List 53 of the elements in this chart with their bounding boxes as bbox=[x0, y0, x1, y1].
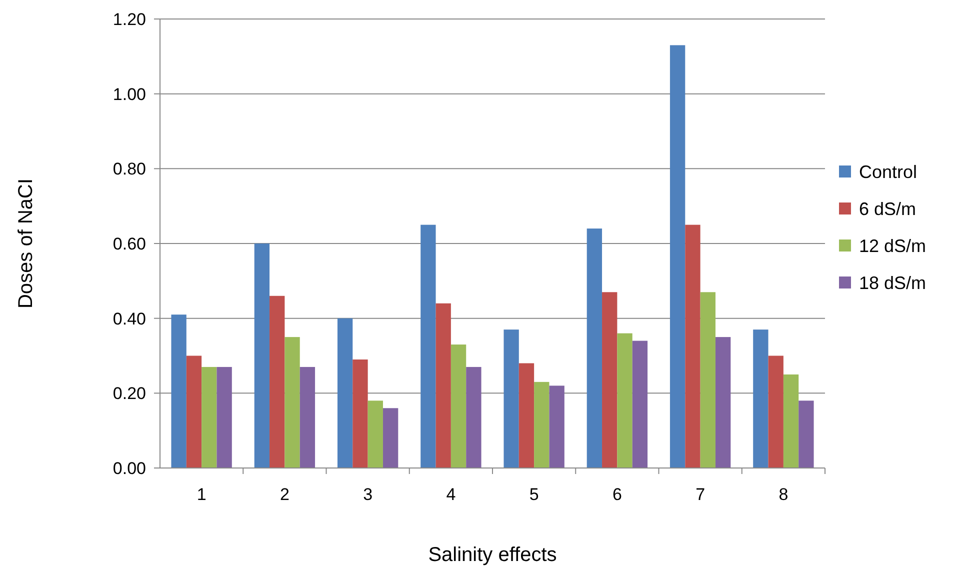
x-tick-label: 2 bbox=[280, 485, 290, 504]
x-tick-label: 6 bbox=[612, 485, 622, 504]
x-axis-title: Salinity effects bbox=[428, 544, 557, 566]
legend-label: 18 dS/m bbox=[859, 272, 926, 293]
bar bbox=[798, 400, 814, 468]
bar bbox=[436, 303, 451, 468]
bar bbox=[300, 366, 316, 468]
bar bbox=[450, 344, 466, 468]
bar bbox=[715, 337, 731, 468]
bar bbox=[504, 330, 519, 468]
y-tick-label: 0.40 bbox=[112, 309, 146, 328]
bar bbox=[216, 366, 232, 468]
bar bbox=[700, 292, 716, 468]
x-tick-label: 3 bbox=[363, 485, 373, 504]
bar bbox=[670, 45, 686, 468]
y-tick-label: 0.00 bbox=[112, 458, 146, 478]
bar bbox=[783, 374, 799, 468]
x-tick-label: 5 bbox=[529, 485, 539, 504]
y-tick-label: 0.60 bbox=[112, 234, 146, 254]
bar bbox=[518, 363, 534, 468]
x-tick-label: 1 bbox=[196, 485, 206, 504]
bar bbox=[352, 359, 368, 468]
bar bbox=[382, 408, 398, 468]
bar bbox=[602, 292, 618, 468]
bar bbox=[368, 400, 383, 468]
y-tick-label: 0.20 bbox=[112, 384, 146, 404]
bar bbox=[586, 228, 602, 468]
bar bbox=[753, 330, 768, 468]
bar bbox=[337, 318, 353, 468]
legend-label: 6 dS/m bbox=[859, 198, 916, 219]
bar bbox=[254, 244, 270, 468]
bar bbox=[270, 296, 285, 468]
x-tick-label: 7 bbox=[696, 485, 706, 504]
y-tick-label: 1.00 bbox=[112, 84, 146, 104]
bar bbox=[466, 366, 482, 468]
bar bbox=[186, 356, 202, 468]
bar bbox=[632, 340, 648, 468]
bar bbox=[685, 224, 700, 468]
y-tick-label: 0.80 bbox=[112, 160, 146, 179]
legend-label: Control bbox=[859, 162, 918, 182]
y-tick-label: 1.20 bbox=[112, 10, 146, 29]
bar bbox=[549, 386, 564, 468]
bar bbox=[420, 224, 436, 468]
bar bbox=[617, 333, 632, 468]
bar bbox=[284, 337, 300, 468]
y-axis-title: Doses of NaCI bbox=[15, 178, 37, 309]
bar bbox=[202, 366, 217, 468]
x-tick-label: 8 bbox=[778, 485, 788, 504]
bar bbox=[534, 382, 550, 468]
x-tick-label: 4 bbox=[446, 485, 456, 504]
legend-label: 12 dS/m bbox=[859, 236, 926, 256]
bar bbox=[171, 314, 186, 468]
bar bbox=[768, 356, 784, 468]
